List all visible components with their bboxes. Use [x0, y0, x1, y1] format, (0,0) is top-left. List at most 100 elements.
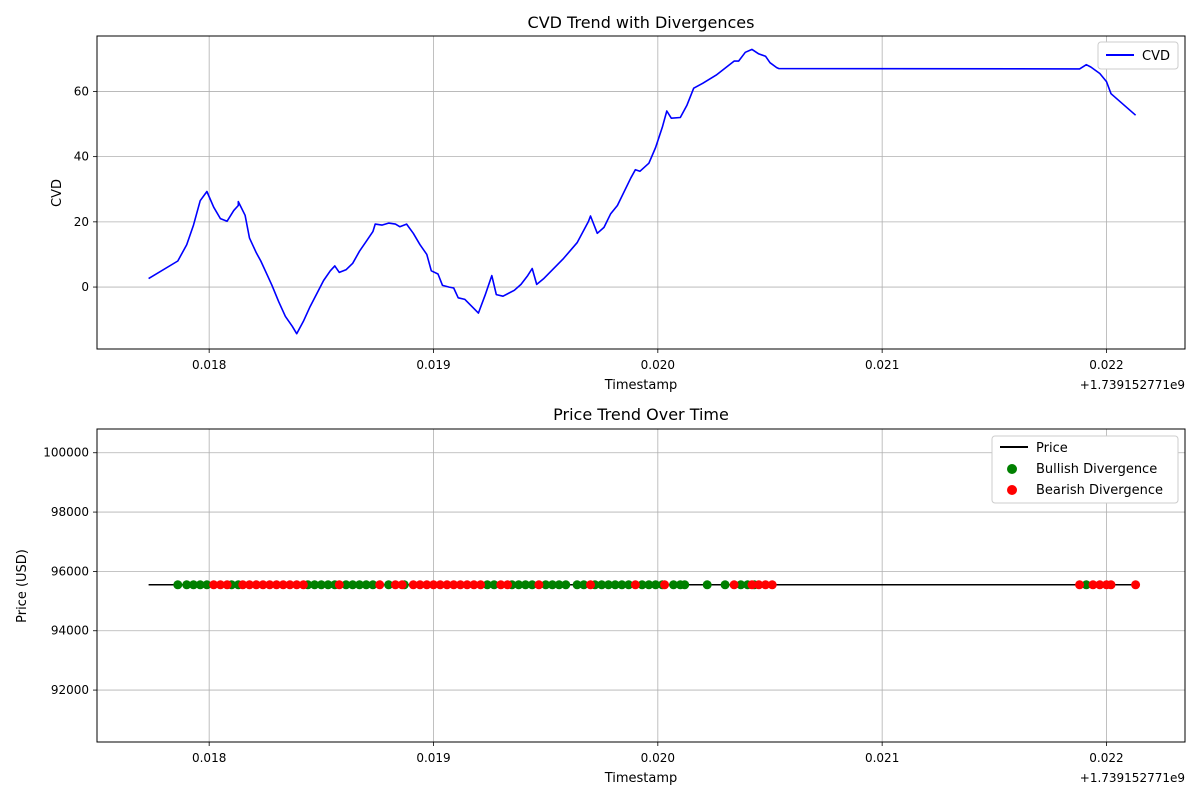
bullish-divergence-point	[624, 580, 634, 590]
bearish-divergence-point	[265, 580, 275, 590]
price-chart-title: Price Trend Over Time	[553, 405, 729, 424]
bullish-divergence-point	[554, 580, 564, 590]
bullish-divergence-point	[348, 580, 358, 590]
bearish-divergence-point	[375, 580, 385, 590]
bearish-divergence-point	[292, 580, 302, 590]
bullish-legend-label: Bullish Divergence	[1036, 462, 1157, 477]
price-y-tick-label: 98000	[51, 505, 89, 519]
bullish-divergence-point	[368, 580, 378, 590]
cvd-legend: CVD	[1097, 41, 1179, 70]
cvd-x-tick-label: 0.021	[865, 358, 899, 372]
bullish-divergence-point	[521, 580, 530, 590]
cvd-x-tick-label: 0.022	[1089, 358, 1123, 372]
bullish-divergence-point	[182, 580, 192, 590]
bullish-divergence-point	[720, 580, 730, 590]
price-legend-label: Price	[1036, 441, 1068, 456]
bearish-divergence-point	[747, 580, 757, 590]
bearish-divergence-point	[1131, 580, 1141, 590]
price-y-tick-label: 94000	[51, 624, 89, 638]
price-x-axis-label: Timestamp	[604, 771, 678, 786]
bearish-divergence-point	[222, 580, 232, 590]
bullish-divergence-point	[310, 580, 320, 590]
bearish-divergence-point	[767, 580, 777, 590]
bearish-divergence-point	[272, 580, 281, 590]
bearish-legend-label: Bearish Divergence	[1036, 483, 1163, 498]
bearish-divergence-point	[435, 580, 445, 590]
price-legend-box	[991, 435, 1179, 504]
bearish-divergence-point	[1106, 580, 1116, 590]
bearish-divergence-point	[334, 580, 344, 590]
price-axes-frame	[96, 428, 1186, 743]
bullish-divergence-point	[527, 580, 537, 590]
cvd-y-axis-label: CVD	[50, 179, 65, 207]
bearish-divergence-point	[534, 580, 544, 590]
cvd-grid	[97, 36, 1185, 349]
price-x-tick-label: 0.020	[641, 751, 675, 765]
price-chart: Price Trend Over Time 0.018 0.019 0.020 0.0…	[15, 405, 1186, 786]
cvd-legend-label: CVD	[1142, 49, 1170, 64]
bearish-divergence-point	[462, 580, 472, 590]
cvd-y-tick-label: 60	[74, 84, 89, 98]
bearish-divergence-point	[422, 580, 432, 590]
bearish-divergence-point	[449, 580, 459, 590]
bearish-divergence-point	[245, 580, 254, 590]
cvd-series-line	[148, 48, 1137, 335]
bullish-divergence-point	[736, 580, 746, 590]
bearish-divergence-point	[209, 580, 219, 590]
bullish-divergence-point	[669, 580, 678, 590]
cvd-axes-frame	[96, 35, 1186, 350]
price-x-tick-label: 0.022	[1089, 751, 1123, 765]
cvd-x-tick-label: 0.018	[192, 358, 226, 372]
bearish-divergence-point	[586, 580, 595, 590]
bearish-divergence-point	[761, 580, 770, 590]
cvd-chart-title: CVD Trend with Divergences	[528, 13, 755, 32]
price-ticks: 0.018 0.019 0.020 0.021 0.022 92000 94000 96000…	[43, 446, 1123, 765]
bearish-legend-swatch	[1007, 485, 1017, 495]
bullish-divergence-point	[361, 580, 371, 590]
bearish-divergence-point	[503, 580, 512, 590]
bearish-divergence-point	[258, 580, 268, 590]
bearish-divergence-point	[278, 580, 288, 590]
bullish-divergence-point	[202, 580, 212, 590]
cvd-x-tick-label: 0.020	[641, 358, 675, 372]
bearish-divergence-point	[397, 580, 407, 590]
bearish-divergence-point	[238, 580, 248, 590]
bullish-divergence-point	[189, 580, 198, 590]
bullish-divergence-point	[561, 580, 571, 590]
bearish-divergence-point	[215, 580, 225, 590]
cvd-ticks: 0.018 0.019 0.020 0.021 0.022 0 20 40 60	[74, 84, 1124, 372]
bullish-divergence-point	[195, 580, 205, 590]
bullish-divergence-point	[316, 580, 326, 590]
bullish-divergence-point	[637, 580, 647, 590]
bullish-divergence-point	[617, 580, 627, 590]
bullish-divergence-point	[489, 580, 499, 590]
bearish-divergence-point	[630, 580, 640, 590]
bearish-divergence-point	[455, 580, 465, 590]
bearish-divergence-point	[415, 580, 425, 590]
bullish-divergence-point	[355, 580, 364, 590]
bearish-divergence-point	[1088, 580, 1098, 590]
bullish-divergence-point	[514, 580, 524, 590]
cvd-y-tick-label: 40	[74, 150, 89, 164]
bearish-divergence-point	[660, 580, 670, 590]
bullish-divergence-point	[323, 580, 333, 590]
cvd-chart: CVD Trend with Divergences 0.018 0.019 0.0…	[50, 13, 1186, 393]
bearish-divergence-point	[285, 580, 295, 590]
bullish-divergence-point	[604, 580, 613, 590]
bearish-divergence-point	[1095, 580, 1105, 590]
bearish-divergence-point	[476, 580, 486, 590]
bullish-divergence-point	[482, 580, 492, 590]
bearish-divergence-point	[251, 580, 261, 590]
cvd-y-tick-label: 0	[81, 280, 89, 294]
price-y-tick-label: 96000	[51, 564, 89, 578]
bullish-divergence-point	[572, 580, 582, 590]
price-x-tick-label: 0.018	[192, 751, 226, 765]
bullish-divergence-point	[541, 580, 551, 590]
bearish-divergence-point	[1075, 580, 1085, 590]
price-x-offset-label: +1.739152771e9	[1080, 771, 1185, 785]
cvd-x-tick-label: 0.019	[416, 358, 450, 372]
bullish-divergence-point	[597, 580, 607, 590]
cvd-x-offset-label: +1.739152771e9	[1080, 378, 1185, 392]
